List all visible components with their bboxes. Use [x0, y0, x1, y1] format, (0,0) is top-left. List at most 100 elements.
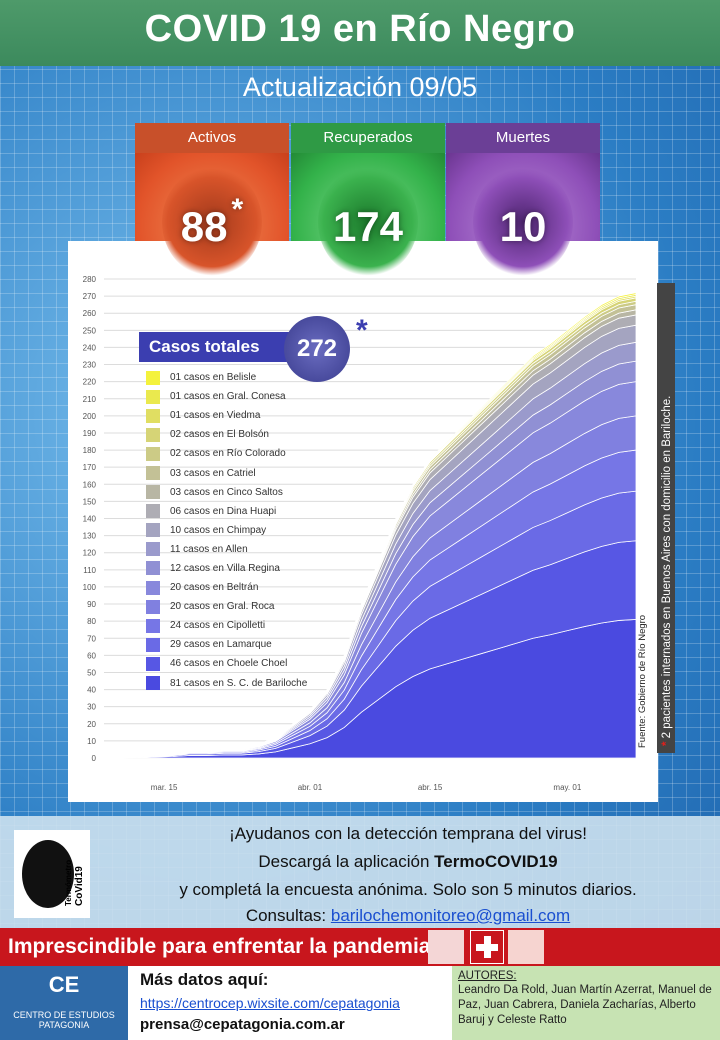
legend-swatch — [146, 618, 160, 633]
email-link[interactable]: barilochemonitoreo@gmail.com — [330, 906, 571, 925]
legend-label: 01 casos en Gral. Conesa — [170, 391, 286, 403]
logo-text: Termómetro — [64, 859, 73, 906]
legend-swatch — [146, 427, 160, 442]
y-tick-label: 40 — [87, 686, 96, 695]
y-tick-label: 100 — [83, 583, 97, 592]
source-note: Fuente: Gobierno de Río Negro — [637, 614, 648, 748]
chart-legend: 01 casos en Belisle 01 casos en Gral. Con… — [146, 368, 346, 693]
y-tick-label: 270 — [83, 292, 97, 301]
stat-muertes: Muertes 10 — [446, 123, 600, 300]
y-tick-label: 130 — [83, 532, 97, 541]
virus-icon — [318, 167, 418, 277]
legend-item: 01 casos en Viedma — [146, 406, 346, 425]
y-tick-label: 230 — [83, 361, 97, 370]
legend-label: 12 casos en Villa Regina — [170, 562, 280, 574]
y-tick-label: 20 — [87, 720, 96, 729]
cep-logo: CE CENTRO DE ESTUDIOS PATAGONIA — [0, 966, 128, 1040]
legend-label: 20 casos en Gral. Roca — [170, 601, 275, 613]
legend-swatch — [146, 446, 160, 461]
legend-swatch — [146, 466, 160, 481]
message-line: Descargá la aplicación TermoCOVID19 — [96, 852, 720, 872]
app-name: TermoCOVID19 — [434, 852, 558, 871]
cep-name: CENTRO DE ESTUDIOS — [13, 1010, 115, 1020]
total-cases-virus-icon: 272 — [284, 316, 350, 382]
x-tick-label: abr. 01 — [298, 783, 323, 792]
y-tick-label: 260 — [83, 309, 97, 318]
y-tick-label: 180 — [83, 446, 97, 455]
y-tick-label: 190 — [83, 429, 97, 438]
legend-item: 29 casos en Lamarque — [146, 635, 346, 654]
asterisk-mark: * — [356, 314, 368, 347]
banner-text: Imprescindible para enfrentar la pandemi… — [8, 935, 438, 958]
legend-swatch — [146, 485, 160, 500]
banner: Imprescindible para enfrentar la pandemi… — [0, 928, 720, 966]
total-cases-label: Casos totales — [139, 332, 289, 362]
y-tick-label: 160 — [83, 480, 97, 489]
legend-swatch — [146, 408, 160, 423]
legend-swatch — [146, 599, 160, 614]
side-note-bar — [657, 283, 675, 753]
total-cases-value: 272 — [296, 335, 338, 362]
y-tick-label: 200 — [83, 412, 97, 421]
legend-swatch — [146, 542, 160, 557]
legend-item: 20 casos en Beltrán — [146, 578, 346, 597]
press-email: prensa@cepatagonia.com.ar — [140, 1016, 345, 1033]
legend-label: 03 casos en Catriel — [170, 467, 256, 479]
legend-swatch — [146, 580, 160, 595]
legend-swatch — [146, 389, 160, 404]
legend-item: 12 casos en Villa Regina — [146, 559, 346, 578]
stat-label: Recuperados — [291, 123, 445, 153]
legend-swatch — [146, 504, 160, 519]
x-tick-label: abr. 15 — [418, 783, 443, 792]
y-tick-label: 240 — [83, 343, 97, 352]
y-tick-label: 50 — [87, 668, 96, 677]
y-tick-label: 80 — [87, 617, 96, 626]
legend-label: 29 casos en Lamarque — [170, 639, 272, 651]
cases-area-chart: 0 10 20 30 40 50 60 70 80 90 100 110 120 130 140 150 160… — [83, 275, 637, 792]
legend-swatch — [146, 656, 160, 671]
y-tick-label: 150 — [83, 497, 97, 506]
message-text: Descargá la aplicación — [258, 852, 435, 871]
legend-swatch — [146, 561, 160, 576]
message-box — [0, 816, 720, 928]
legend-item: 10 casos en Chimpay — [146, 521, 346, 540]
message-line: Consultas: barilochemonitoreo@gmail.com — [96, 906, 720, 926]
virus-image: 10 — [446, 153, 600, 300]
y-tick-label: 0 — [92, 754, 97, 763]
page-subtitle: Actualización 09/05 — [242, 72, 478, 102]
header-bar — [0, 0, 720, 66]
legend-label: 06 casos en Dina Huapi — [170, 505, 277, 517]
website-link[interactable]: https://centrocep.wixsite.com/cepatagoni… — [140, 995, 400, 1011]
legend-item: 01 casos en Gral. Conesa — [146, 387, 346, 406]
legend-item: 03 casos en Cinco Saltos — [146, 483, 346, 502]
thermometer-map-icon — [22, 840, 74, 908]
legend-label: 01 casos en Viedma — [170, 410, 261, 422]
stat-value: 174 — [332, 202, 404, 250]
footer: CE CENTRO DE ESTUDIOS PATAGONIA Más dato… — [0, 966, 720, 1040]
y-tick-label: 210 — [83, 395, 97, 404]
legend-item: 06 casos en Dina Huapi — [146, 502, 346, 521]
legend-item: 02 casos en Río Colorado — [146, 444, 346, 463]
legend-swatch — [146, 523, 160, 538]
health-cross-icon — [470, 930, 504, 964]
message-line: ¡Ayudanos con la detección temprana del … — [229, 824, 587, 843]
y-tick-label: 170 — [83, 463, 97, 472]
legend-label: 03 casos en Cinco Saltos — [170, 486, 283, 498]
legend-label: 46 casos en Choele Choel — [170, 658, 288, 670]
y-tick-label: 280 — [83, 275, 97, 284]
legend-label: 01 casos en Belisle — [170, 372, 257, 384]
y-tick-label: 90 — [87, 600, 96, 609]
legend-label: 11 casos en Allen — [170, 543, 248, 555]
legend-label: 10 casos en Chimpay — [170, 524, 267, 536]
legend-item: 46 casos en Choele Choel — [146, 654, 346, 673]
legend-swatch — [146, 676, 160, 691]
legend-item: 24 casos en Cipolletti — [146, 616, 346, 635]
home-icon — [508, 930, 544, 964]
y-tick-label: 70 — [87, 634, 96, 643]
more-data-label: Más datos aquí: — [140, 970, 269, 989]
virus-icon — [162, 167, 262, 277]
authors-box: AUTORES: Leandro Da Rold, Juan Martín Az… — [452, 966, 720, 1040]
y-tick-label: 60 — [87, 651, 96, 660]
message-line: y completá la encuesta anónima. Solo son… — [179, 880, 637, 899]
stat-value: 10 — [499, 202, 547, 250]
